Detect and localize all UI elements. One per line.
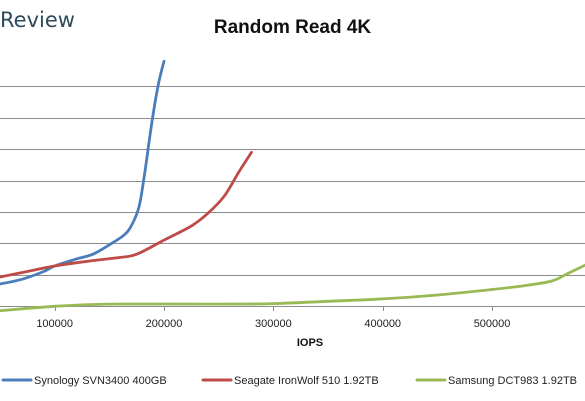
x-axis-title: IOPS [297,337,323,349]
x-tick-label: 500000 [474,318,511,330]
legend-label-seagate: Seagate IronWolf 510 1.92TB [234,375,379,387]
x-axis: 100000 200000 300000 400000 500000 [0,306,585,330]
series-line-seagate [0,150,253,279]
legend-label-synology: Synology SVN3400 400GB [34,375,167,387]
x-tick-label: 400000 [364,318,401,330]
x-tick-label: 100000 [36,318,73,330]
x-tick-label: 300000 [255,318,292,330]
series-layer [0,59,585,313]
legend: Synology SVN3400 400GB Seagate IronWolf 5… [1,375,577,387]
legend-label-samsung: Samsung DCT983 1.92TB [448,375,577,387]
series-line-samsung [0,263,585,313]
series-line-synology [0,59,166,286]
brand-logo-text: Review [0,8,75,32]
grid-layer [0,86,585,276]
chart-title: Random Read 4K [214,17,372,38]
x-tick-label: 200000 [146,318,183,330]
